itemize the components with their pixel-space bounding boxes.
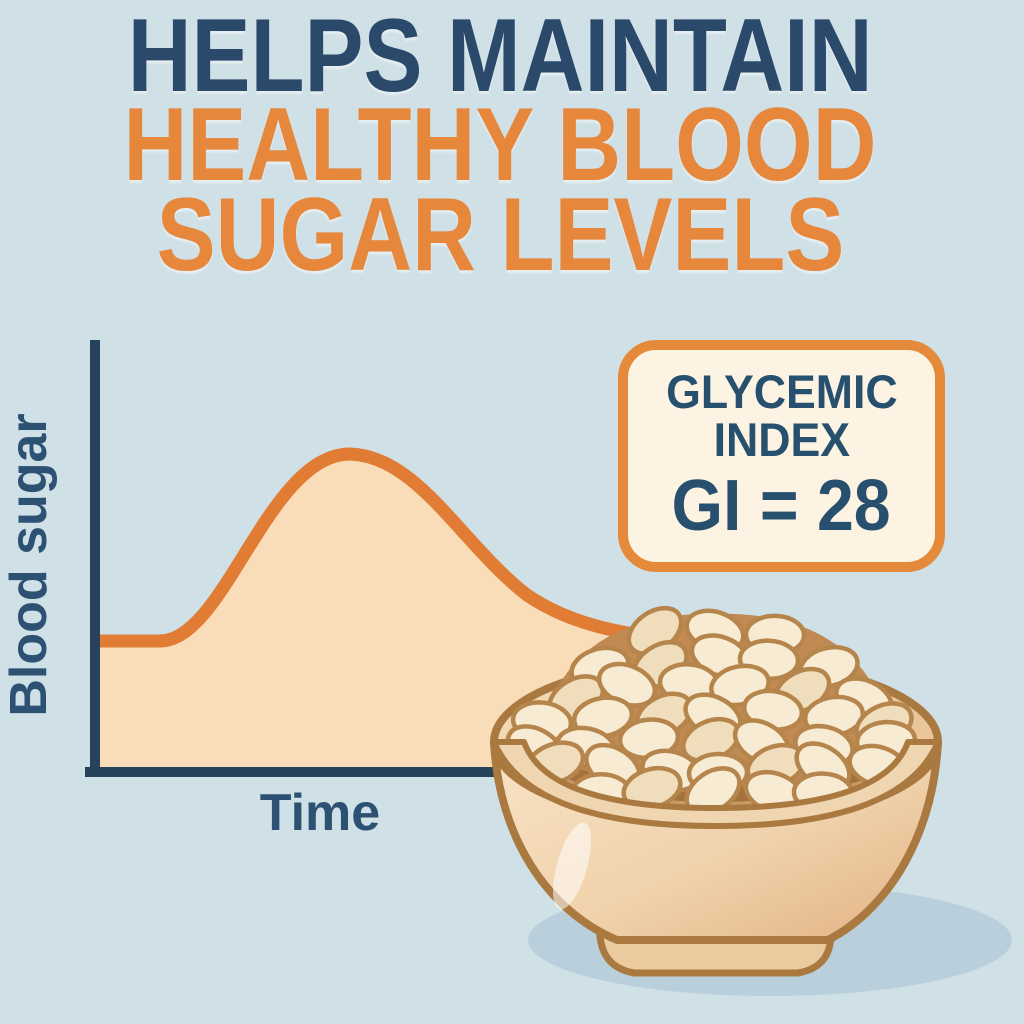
bowl-highlight [552,822,592,910]
y-axis-label: Blood sugar [0,413,58,716]
title-line-1: HELPS MAINTAIN [127,0,873,114]
title-block: HELPS MAINTAIN HEALTHY BLOOD SUGAR LEVEL… [0,0,1000,293]
blood-sugar-curve [92,447,664,648]
badge-line-index: INDEX [713,413,850,467]
title-line-3: SUGAR LEVELS [156,176,844,293]
title-line-2: HEALTHY BLOOD [123,87,877,204]
x-axis-label: Time [260,784,380,842]
bowl-rim-front [491,739,941,829]
badge-gi-value: GI = 28 [671,466,892,547]
glycemic-index-badge: GLYCEMIC INDEX GI = 28 [618,340,945,572]
badge-line-glycemic: GLYCEMIC [665,365,898,419]
